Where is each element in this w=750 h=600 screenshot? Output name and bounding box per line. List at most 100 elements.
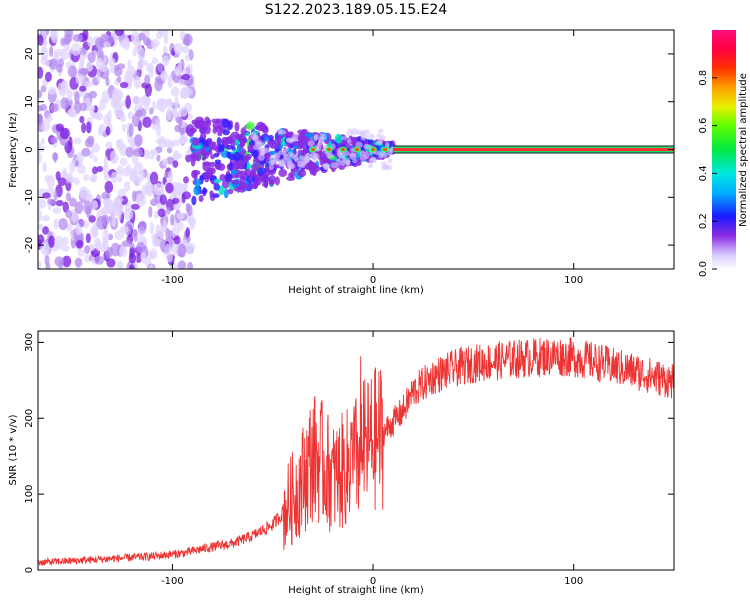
heatmap-cell	[239, 141, 245, 149]
heatmap-cell	[87, 105, 96, 112]
heatmap-cell	[268, 160, 275, 166]
heatmap-cell	[177, 260, 187, 269]
heatmap-cell	[257, 167, 264, 176]
heatmap-cell	[121, 123, 127, 133]
heatmap-cell	[271, 144, 276, 149]
heatmap-cell	[171, 139, 181, 147]
heatmap-cell	[54, 256, 65, 267]
heatmap-cell	[334, 133, 343, 144]
heatmap-cell	[156, 154, 161, 162]
snr-panel: -100 0 100 0 100 200 300 Height of straight l…	[8, 330, 675, 596]
heatmap-cell	[105, 76, 110, 87]
heatmap-cell	[62, 236, 69, 246]
heatmap-cell	[75, 223, 83, 236]
heatmap-cell	[342, 156, 347, 163]
heatmap-cell	[136, 241, 146, 254]
heatmap-cell	[191, 195, 197, 206]
snr-x-tick-label: -100	[161, 576, 184, 587]
heatmap-cell	[65, 209, 72, 219]
heatmap-cell	[310, 163, 316, 174]
heatmap-cell	[57, 82, 63, 95]
snr-y-axis-label: SNR (10 * v/v)	[8, 414, 19, 485]
heatmap-cell	[47, 114, 53, 123]
heatmap-cell	[239, 170, 247, 175]
heatmap-cell	[111, 216, 117, 227]
heatmap-cell	[90, 173, 98, 183]
heatmap-x-tick-label: -100	[161, 275, 184, 286]
heatmap-cell	[40, 85, 47, 93]
heatmap-cell	[53, 218, 59, 230]
heatmap-cell	[174, 96, 179, 110]
heatmap-cell	[107, 110, 112, 124]
snr-y-ticks: 0 100 200 300	[24, 333, 674, 573]
snr-y-tick-label: 200	[24, 409, 35, 428]
heatmap-cell	[85, 233, 91, 244]
heatmap-cell	[253, 144, 260, 151]
heatmap-cell	[250, 131, 257, 140]
heatmap-cell	[116, 139, 122, 148]
heatmap-cell	[217, 163, 226, 171]
heatmap-cell	[326, 148, 331, 151]
heatmap-cell	[140, 251, 147, 264]
heatmap-cell	[360, 131, 368, 139]
heatmap-cell	[194, 178, 202, 188]
heatmap-cell	[123, 70, 134, 85]
colorbar-tick-label: 0.2	[698, 213, 709, 229]
heatmap-cell	[228, 161, 233, 172]
heatmap-cell	[185, 242, 194, 255]
heatmap-cell	[68, 176, 76, 184]
heatmap-cell	[162, 219, 167, 232]
heatmap-cell	[40, 137, 46, 145]
heatmap-cell	[278, 160, 285, 168]
heatmap-cell	[264, 176, 271, 183]
heatmap-cell	[216, 136, 222, 146]
heatmap-cell	[88, 215, 96, 223]
heatmap-cell	[58, 217, 68, 231]
heatmap-y-tick-label: 20	[24, 48, 35, 61]
heatmap-cell	[148, 65, 154, 78]
heatmap-cell	[113, 196, 124, 204]
heatmap-cell	[277, 150, 286, 155]
heatmap-cell	[48, 86, 57, 95]
heatmap-cell	[300, 158, 308, 166]
heatmap-cell	[41, 214, 50, 222]
heatmap-cell	[87, 51, 96, 63]
heatmap-cell	[66, 88, 73, 102]
heatmap-x-tick-label: 100	[564, 275, 583, 286]
heatmap-cell	[177, 61, 183, 76]
heatmap-cell	[91, 200, 99, 210]
heatmap-cell	[86, 63, 94, 72]
heatmap-cell	[378, 154, 383, 159]
heatmap-cell	[199, 119, 204, 129]
heatmap-cell	[108, 57, 116, 67]
heatmap-cell	[215, 118, 222, 124]
heatmap-cell	[49, 45, 54, 58]
heatmap-cell	[302, 147, 309, 153]
heatmap-cell	[380, 161, 388, 166]
heatmap-cell	[249, 173, 254, 179]
heatmap-cell	[376, 133, 382, 140]
heatmap-cell	[341, 136, 347, 141]
heatmap-cell	[74, 257, 83, 268]
heatmap-cell	[264, 136, 269, 142]
heatmap-cell	[148, 149, 155, 160]
heatmap-cell	[218, 185, 225, 196]
heatmap-cell	[70, 42, 81, 56]
heatmap-cell	[371, 148, 376, 151]
heatmap-cell	[168, 230, 174, 240]
heatmap-y-tick-label: 0	[24, 146, 35, 152]
colorbar-tick-label: 0.6	[698, 118, 709, 134]
heatmap-cell	[149, 107, 154, 115]
heatmap-cell	[166, 156, 175, 165]
heatmap-cell	[95, 240, 102, 251]
heatmap-cell	[202, 161, 211, 172]
heatmap-cell	[204, 116, 210, 125]
heatmap-cell	[132, 148, 143, 157]
heatmap-cell	[117, 175, 123, 183]
heatmap-cell	[50, 30, 59, 44]
heatmap-cell	[187, 261, 194, 269]
heatmap-cell	[261, 182, 268, 187]
heatmap-cell	[356, 158, 362, 166]
heatmap-cell	[75, 74, 85, 85]
heatmap-cell	[119, 157, 128, 166]
